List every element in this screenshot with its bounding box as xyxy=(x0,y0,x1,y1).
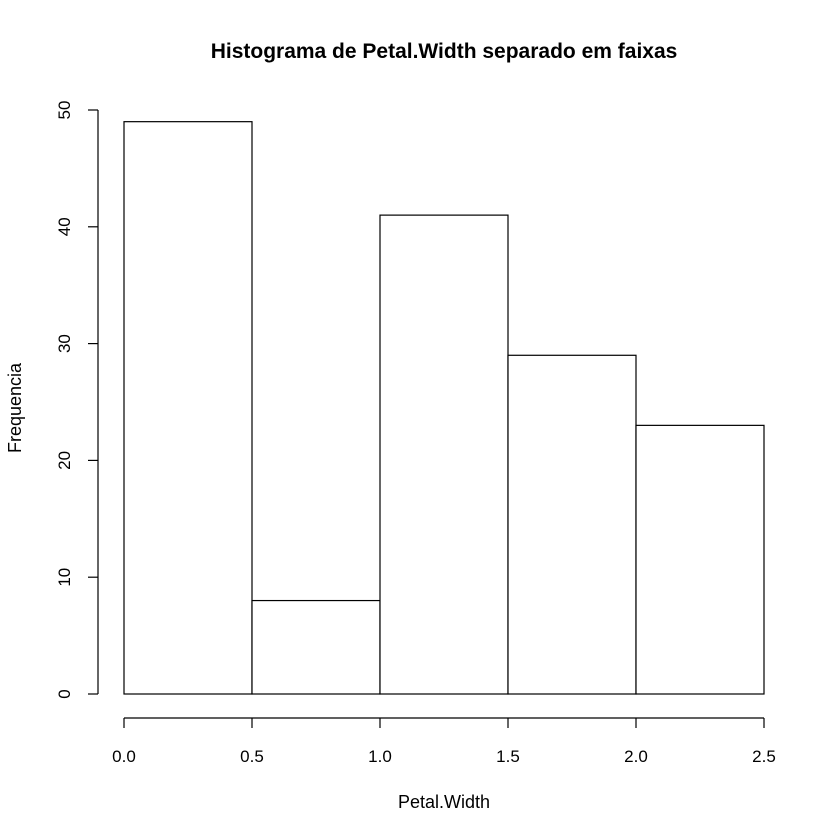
y-axis: 0 10 20 30 40 50 xyxy=(55,101,99,699)
x-tick-label-3: 1.5 xyxy=(496,747,520,766)
histogram-bar-1 xyxy=(251,599,381,695)
y-tick-label-4: 40 xyxy=(55,217,74,236)
y-tick-label-3: 30 xyxy=(55,334,74,353)
histogram-bar-2 xyxy=(379,214,509,695)
y-axis-label: Frequencia xyxy=(5,362,25,453)
histogram-bar-0 xyxy=(123,121,253,695)
histogram-bar-4 xyxy=(635,424,765,695)
x-tick-label-1: 0.5 xyxy=(240,747,264,766)
x-tick-label-5: 2.5 xyxy=(752,747,776,766)
x-axis: 0.0 0.5 1.0 1.5 2.0 2.5 xyxy=(112,717,776,766)
bars-group xyxy=(123,121,765,695)
y-tick-label-0: 0 xyxy=(55,689,74,698)
y-tick-label-1: 10 xyxy=(55,568,74,587)
x-tick-label-4: 2.0 xyxy=(624,747,648,766)
x-axis-label: Petal.Width xyxy=(398,792,490,812)
histogram-bar-3 xyxy=(507,354,637,695)
y-tick-label-2: 20 xyxy=(55,451,74,470)
x-tick-label-2: 1.0 xyxy=(368,747,392,766)
chart-title: Histograma de Petal.Width separado em fa… xyxy=(211,40,678,63)
y-tick-label-5: 50 xyxy=(55,101,74,120)
x-tick-label-0: 0.0 xyxy=(112,747,136,766)
